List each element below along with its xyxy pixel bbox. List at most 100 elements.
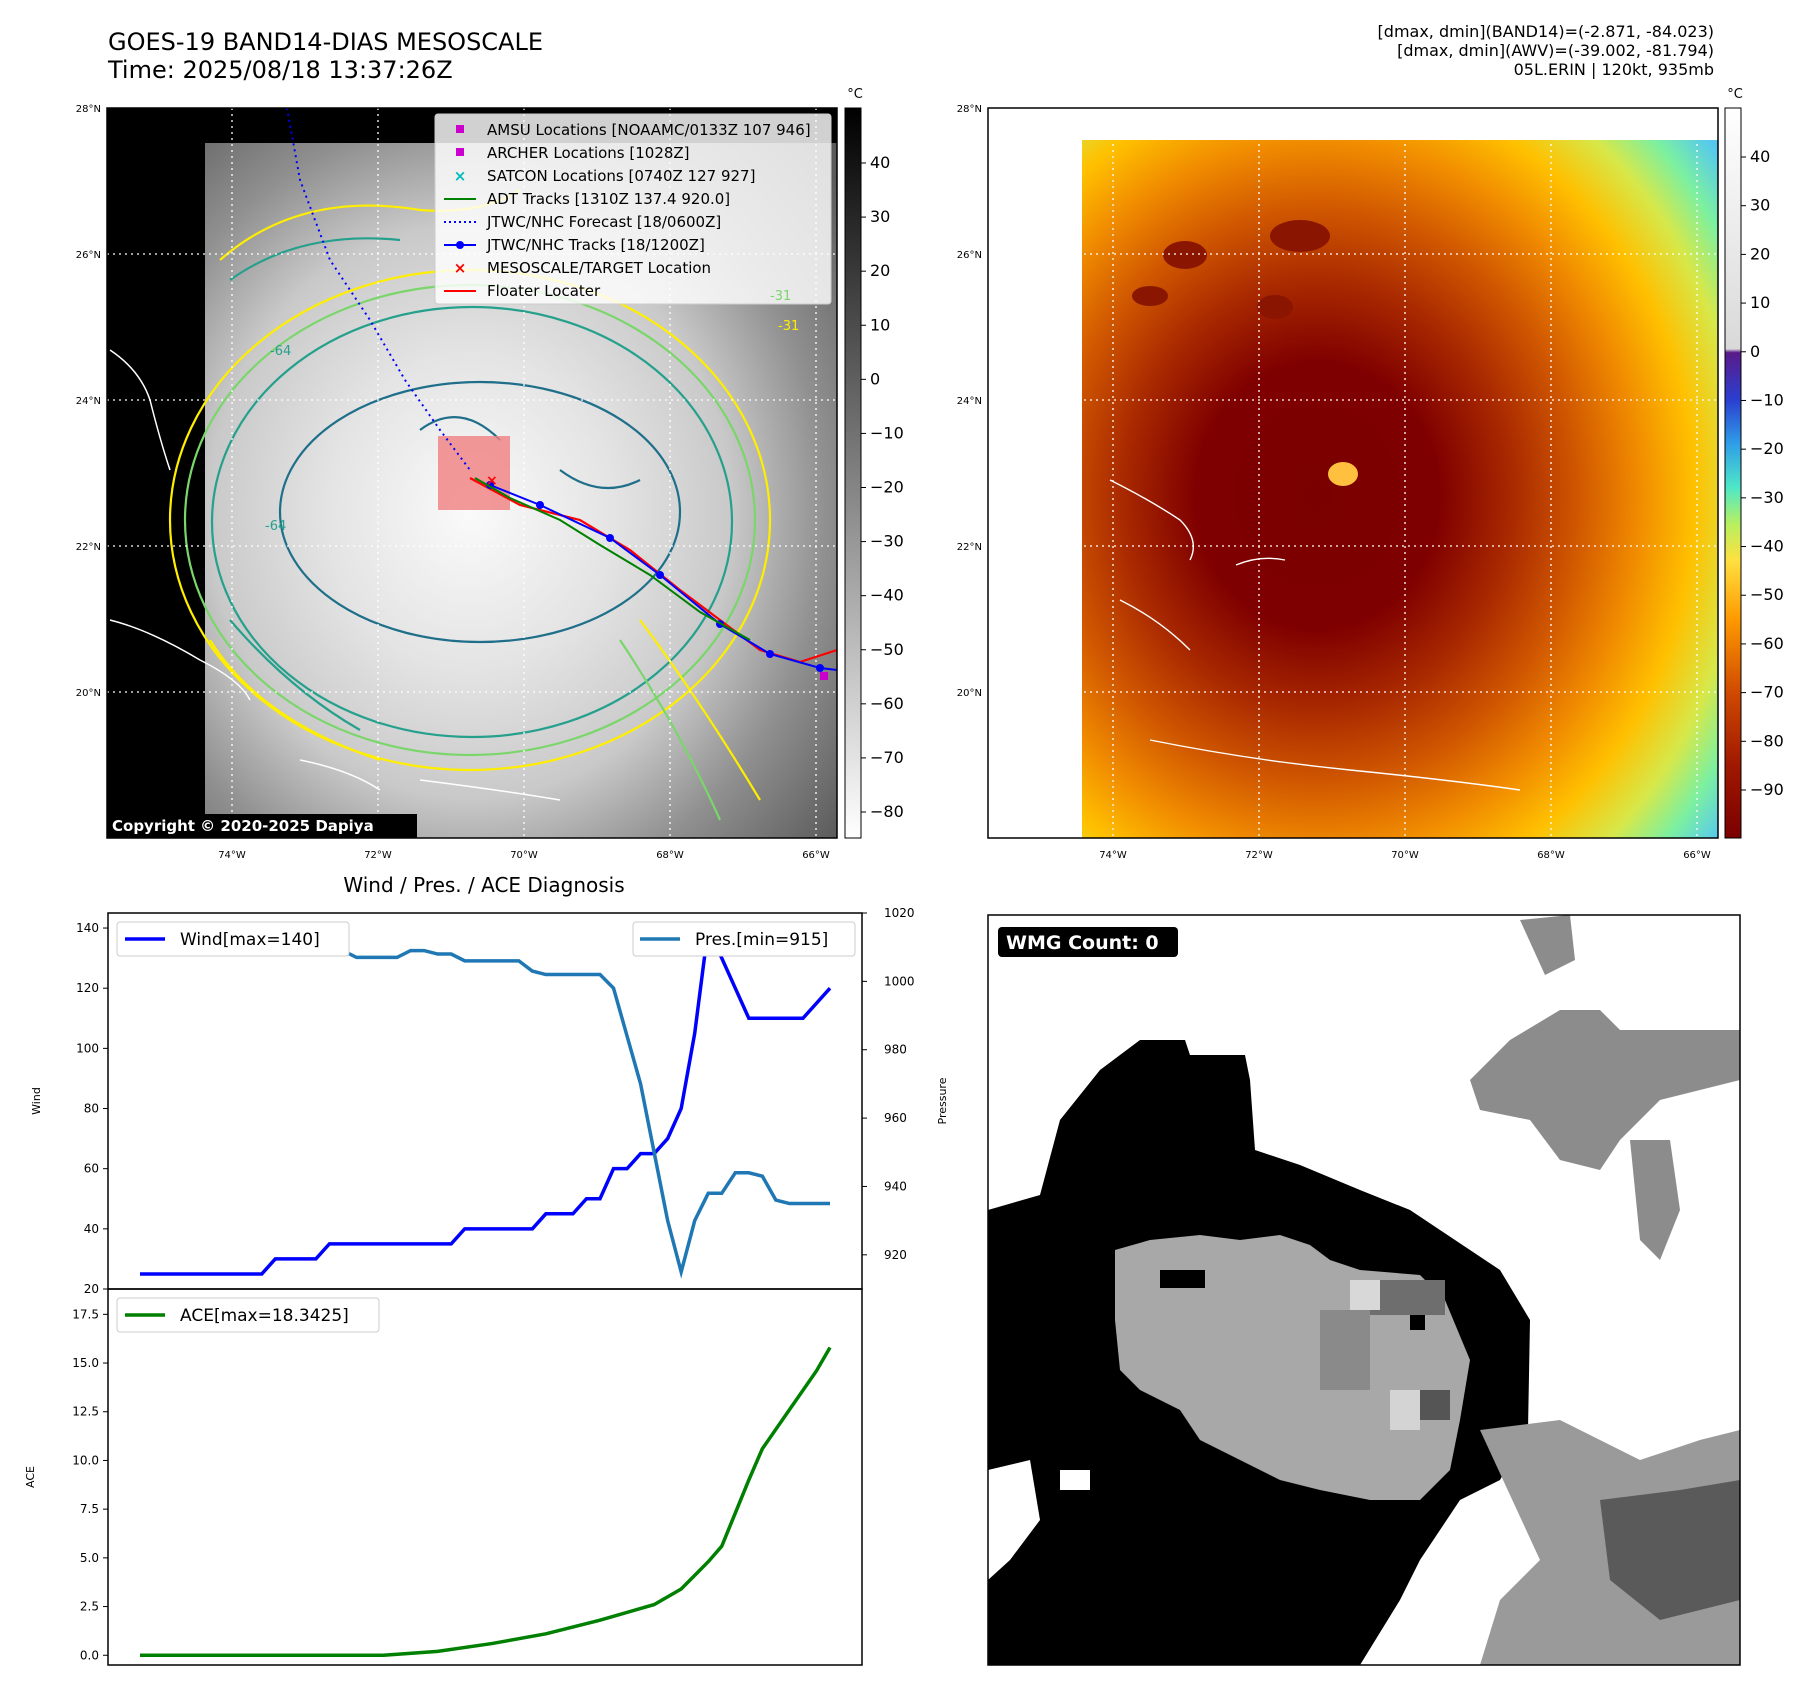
legend-entry: AMSU Locations [NOAAMC/0133Z 107 946] xyxy=(456,121,811,139)
y-tick-label: 12.5 xyxy=(72,1405,99,1419)
forecast-track xyxy=(286,108,471,471)
legend-swatch xyxy=(456,241,464,249)
ir-map-right xyxy=(988,108,1718,838)
eye xyxy=(1328,462,1358,486)
legend-label: JTWC/NHC Forecast [18/0600Z] xyxy=(486,213,721,231)
y2-tick-label: 980 xyxy=(884,1043,907,1057)
colorbar-tick-label: −10 xyxy=(870,423,904,442)
legend-entry: ARCHER Locations [1028Z] xyxy=(456,144,690,162)
colorbar-tick-label: 0 xyxy=(870,369,880,388)
lon-label: 70°W xyxy=(510,850,538,861)
legend-swatch: × xyxy=(454,259,467,277)
colorbar-tick-label: −60 xyxy=(1750,634,1784,653)
lon-label: 74°W xyxy=(1099,850,1127,861)
figure-time: Time: 2025/08/18 13:37:26Z xyxy=(108,56,453,84)
legend-swatch: × xyxy=(454,167,467,185)
colorbar-tick-label: 20 xyxy=(1750,244,1770,263)
colorbar-tick-label: 10 xyxy=(870,315,890,334)
y-tick-label: 60 xyxy=(84,1162,99,1176)
y-tick-label: 7.5 xyxy=(80,1502,99,1516)
colorbar-tick-label: 10 xyxy=(1750,293,1770,312)
colorbar-tick-label: −30 xyxy=(1750,488,1784,507)
grid-lines-right xyxy=(988,108,1718,838)
legend-label: Wind[max=140] xyxy=(180,930,320,950)
pressure-legend: Pres.[min=915] xyxy=(632,921,856,957)
wmg-count-label: WMG Count: 0 xyxy=(1006,932,1159,954)
legend-entry: JTWC/NHC Forecast [18/0600Z] xyxy=(444,213,721,231)
colorbar-tick-label: −30 xyxy=(870,532,904,551)
legend-label: Floater Locater xyxy=(487,282,601,300)
legend-entry: × SATCON Locations [0740Z 127 927] xyxy=(454,167,756,185)
cold-cloud-cells xyxy=(1132,220,1330,319)
wind-legend: Wind[max=140] xyxy=(116,921,350,957)
lat-label: 26°N xyxy=(76,250,101,261)
y-tick-label: 0.0 xyxy=(80,1648,99,1662)
y-tick-label: 15.0 xyxy=(72,1356,99,1370)
lon-label: 74°W xyxy=(218,850,246,861)
wind-pressure-chart: 20 40 60 80 100 120 140 920 940 960 980 1000 1020 Win… xyxy=(30,906,949,1296)
y-tick-label: 20 xyxy=(84,1282,99,1296)
ace-legend: ACE[max=18.3425] xyxy=(116,1297,380,1333)
lon-label: 72°W xyxy=(1245,850,1273,861)
colorbar-tick-label: −10 xyxy=(1750,390,1784,409)
target-box xyxy=(438,436,510,510)
y2-tick-label: 1000 xyxy=(884,974,915,988)
legend-label: AMSU Locations [NOAAMC/0133Z 107 946] xyxy=(487,121,811,139)
legend-entry: Floater Locater xyxy=(444,282,601,300)
lon-label: 66°W xyxy=(802,850,830,861)
legend-label: SATCON Locations [0740Z 127 927] xyxy=(487,167,755,185)
lat-label: 24°N xyxy=(76,396,101,407)
y-tick-label: 120 xyxy=(76,981,99,995)
lat-label: 26°N xyxy=(957,250,982,261)
ace-chart: 0.0 2.5 5.0 7.5 10.0 12.5 15.0 17.5 ACE ACE[max=1… xyxy=(24,1288,863,1666)
legend-label: Pres.[min=915] xyxy=(695,930,828,950)
y-axis-label: ACE xyxy=(24,1466,37,1488)
y-axis-label: Wind xyxy=(30,1087,43,1115)
legend-label: MESOSCALE/TARGET Location xyxy=(487,259,711,277)
copyright-bg xyxy=(107,814,417,838)
y2-axis-label: Pressure xyxy=(936,1077,949,1124)
ace-line xyxy=(140,1346,832,1658)
map-legend: AMSU Locations [NOAAMC/0133Z 107 946] ARC… xyxy=(434,113,832,305)
lon-label: 68°W xyxy=(656,850,684,861)
y-tick-label: 100 xyxy=(76,1041,99,1055)
y-tick-label: 17.5 xyxy=(72,1307,99,1321)
legend-label: ADT Tracks [1310Z 137.4 920.0] xyxy=(487,190,730,208)
lon-label: 70°W xyxy=(1391,850,1419,861)
y-tick-label: 2.5 xyxy=(80,1600,99,1614)
colorbar-tick-label: −60 xyxy=(870,694,904,713)
amsu-marker xyxy=(820,672,828,680)
colorbar-tick-label: −50 xyxy=(1750,585,1784,604)
lat-label: 28°N xyxy=(76,104,101,115)
y-tick-label: 40 xyxy=(84,1222,99,1236)
coastlines-right xyxy=(1109,479,1521,791)
legend-label: JTWC/NHC Tracks [18/1200Z] xyxy=(486,236,705,254)
y-tick-label: 140 xyxy=(76,921,99,935)
lat-label: 22°N xyxy=(957,542,982,553)
best-track xyxy=(489,484,837,671)
coastlines xyxy=(109,349,561,801)
stats-band14: [dmax, dmin](BAND14)=(-2.871, -84.023) xyxy=(1377,22,1714,41)
contour-label: -31 xyxy=(778,319,799,334)
colorbar-tick-label: 40 xyxy=(870,153,890,172)
stats-storm: 05L.ERIN | 120kt, 935mb xyxy=(1513,60,1714,79)
pressure-line xyxy=(153,924,830,1279)
plot-frame xyxy=(107,1288,863,1666)
colorbar-tick-label: −40 xyxy=(1750,537,1784,556)
colorbar-tick-label: 0 xyxy=(1750,342,1760,361)
colorbar-tick-label: 30 xyxy=(1750,196,1770,215)
y-tick-label: 80 xyxy=(84,1102,99,1116)
adt-track xyxy=(474,477,751,641)
contour-label-group: -31 -64 -64 -31 xyxy=(265,289,799,534)
contour-lines xyxy=(168,189,772,821)
contour-label: -64 xyxy=(270,344,291,359)
plot-frame xyxy=(107,912,863,1290)
colorbar-right xyxy=(1724,107,1742,839)
colorbar-tick-label: −90 xyxy=(1750,780,1784,799)
legend-entry: × MESOSCALE/TARGET Location xyxy=(454,259,711,277)
colorbar-tick-label: −20 xyxy=(870,478,904,497)
y2-tick-label: 960 xyxy=(884,1111,907,1125)
legend-entry: JTWC/NHC Tracks [18/1200Z] xyxy=(444,236,705,254)
contour-label: -64 xyxy=(265,519,286,534)
